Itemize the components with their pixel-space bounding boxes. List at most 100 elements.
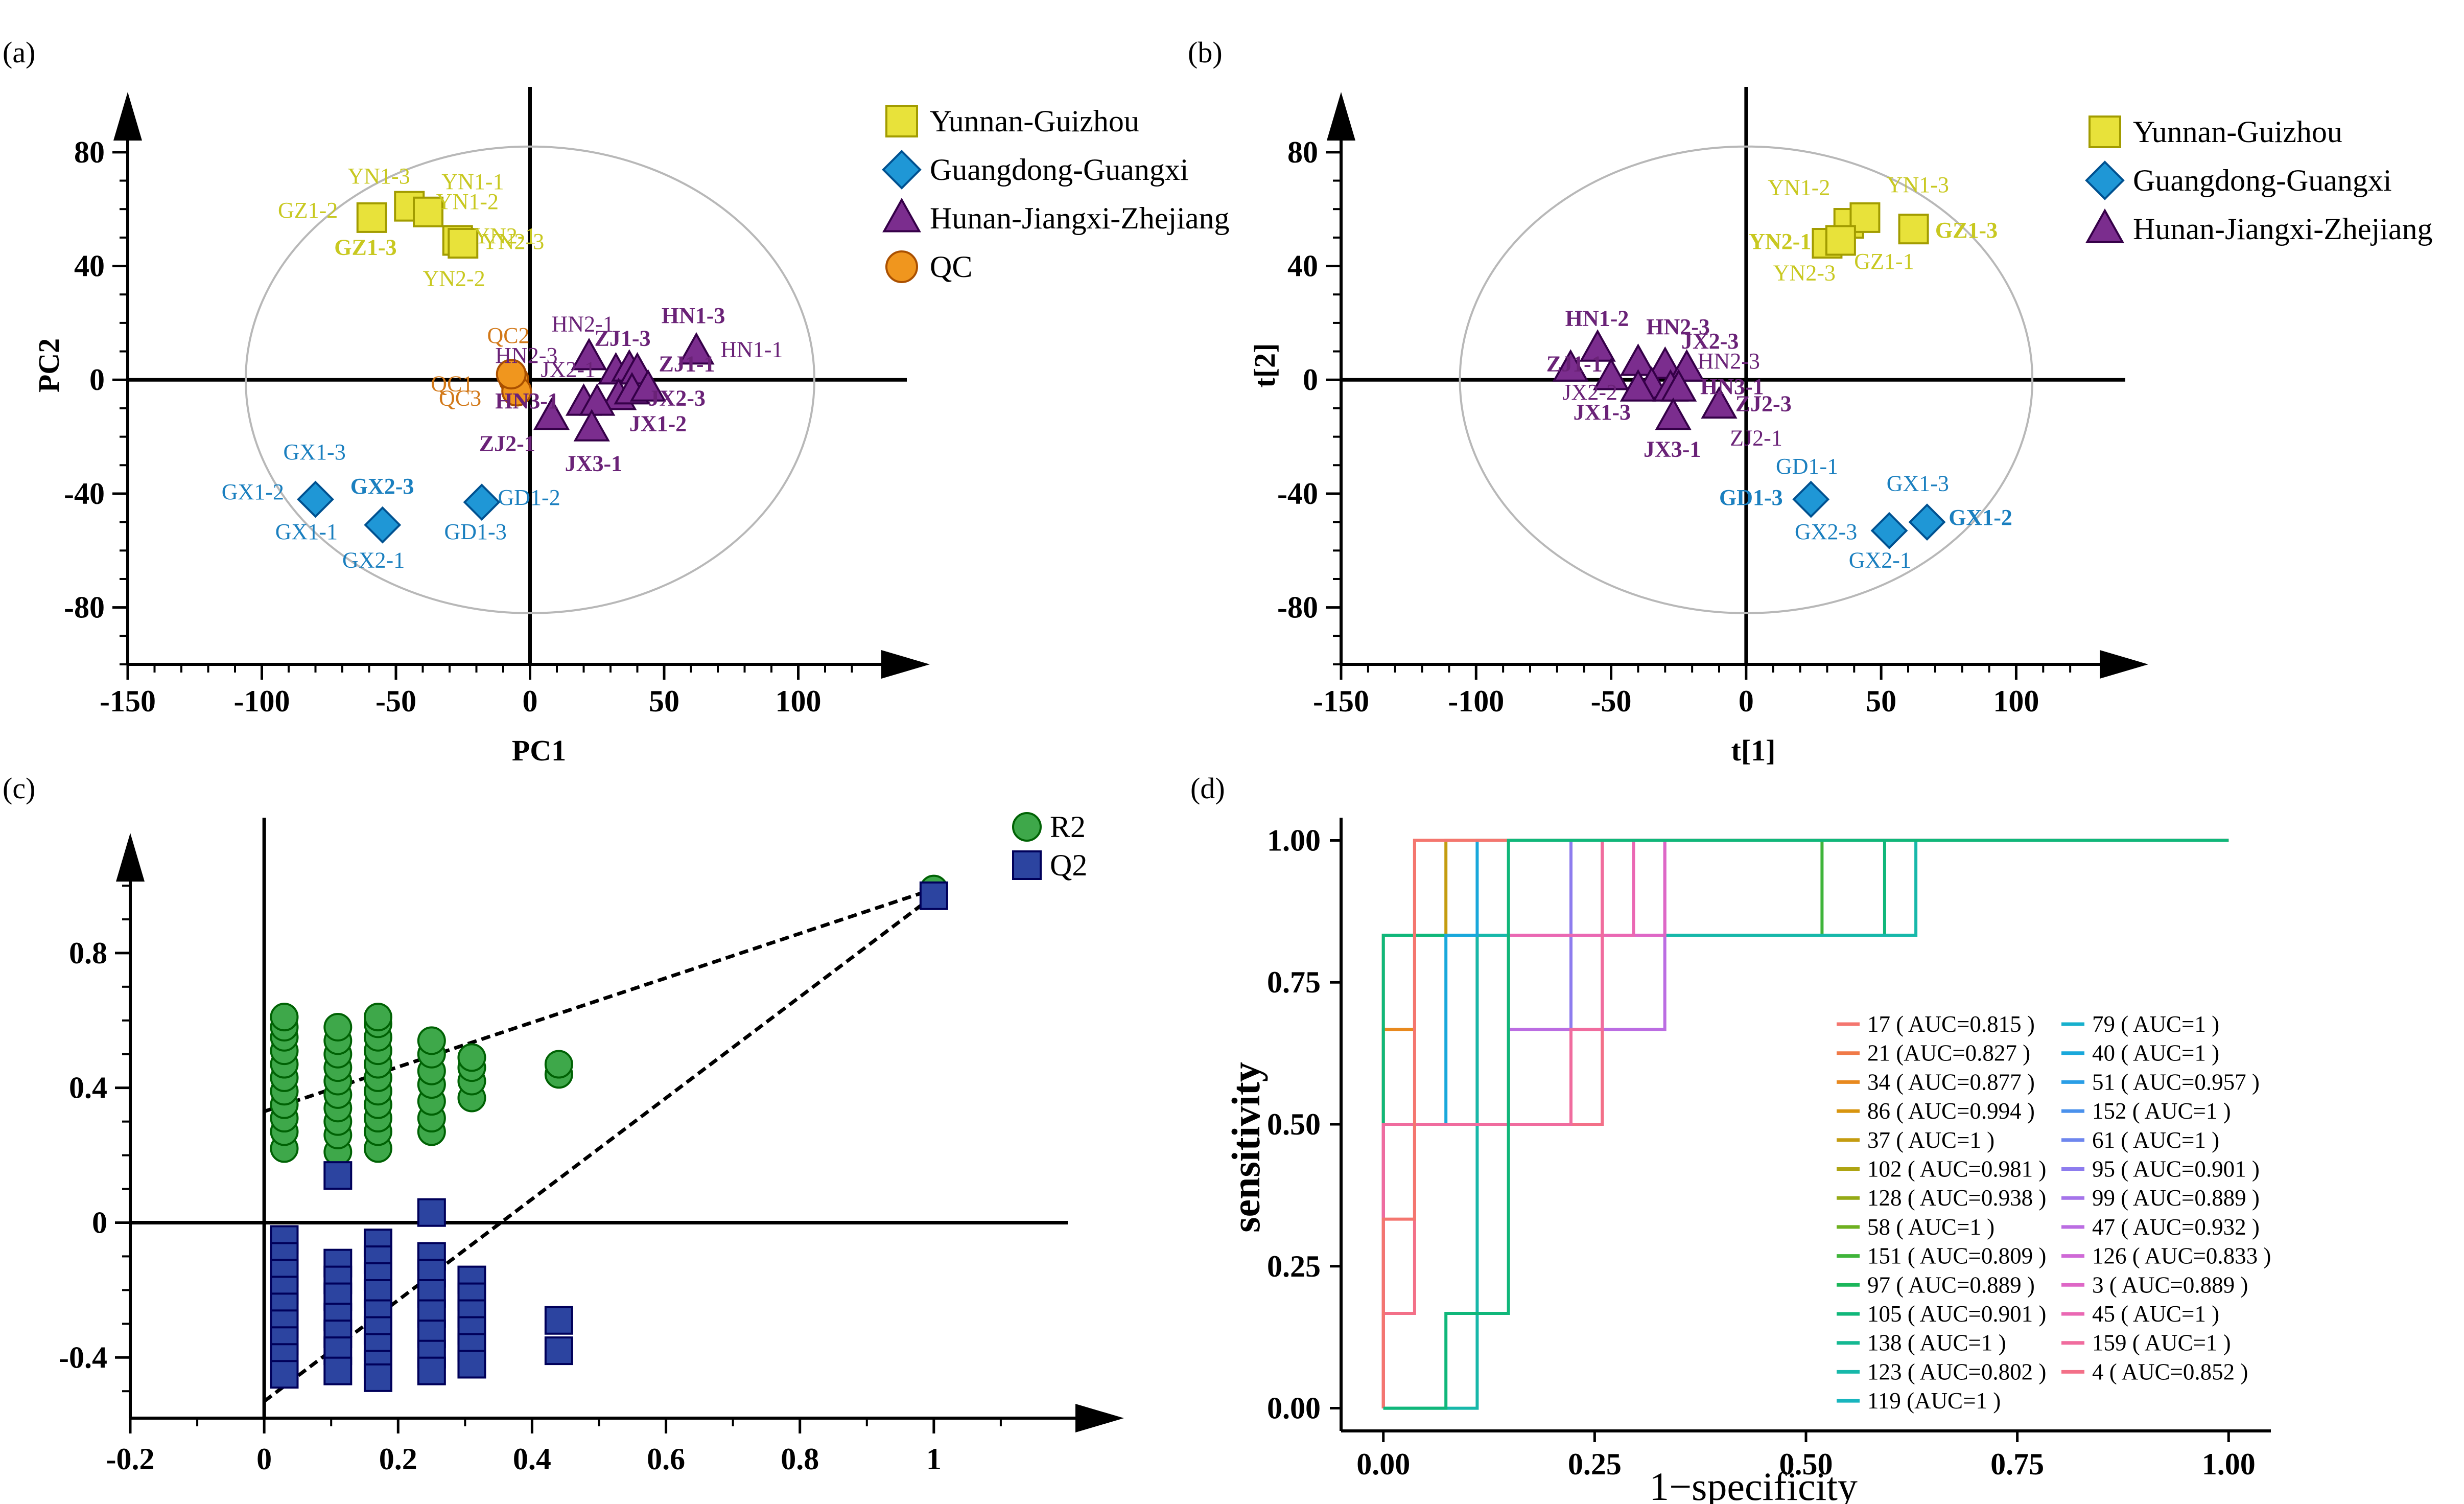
- point-label: HN1-2: [1565, 306, 1629, 331]
- x-tick-label: -50: [1591, 684, 1632, 718]
- x-tick-label: 50: [649, 684, 679, 718]
- point-square: [1898, 214, 1929, 245]
- point-diamond: [364, 506, 402, 544]
- point-triangle: [1655, 397, 1692, 430]
- y-tick-label: 0.8: [69, 936, 107, 970]
- point-circle: [496, 359, 527, 390]
- legend-marker: [882, 150, 922, 190]
- x-tick-label: 1: [926, 1442, 942, 1476]
- legend-label: 3 ( AUC=0.889 ): [2092, 1272, 2248, 1298]
- panel-b-plot-area: -150 -100 -50 0 50 100 80 40 0 -40 -80 YN1-2 YN1-3 GZ…: [1277, 87, 2148, 718]
- hotelling-ellipse: [245, 145, 815, 614]
- legend-label: 105 ( AUC=0.901 ): [1867, 1301, 2046, 1327]
- point-q2: [417, 1198, 446, 1227]
- point-triangle: [573, 409, 610, 442]
- y-tick-label: 0.4: [69, 1071, 107, 1105]
- legend-label: 99 ( AUC=0.889 ): [2092, 1185, 2260, 1211]
- point-label: HN3-1: [495, 388, 559, 413]
- panel-b-ylabel: t[2]: [1248, 343, 1281, 388]
- legend-label: 97 ( AUC=0.889 ): [1867, 1272, 2035, 1298]
- x-tick-label: 50: [1866, 684, 1896, 718]
- point-square: [448, 228, 479, 259]
- point-label: JX2-3: [648, 385, 706, 410]
- legend-label: 51 ( AUC=0.957 ): [2092, 1069, 2260, 1095]
- legend-label: 37 ( AUC=1 ): [1867, 1127, 1994, 1153]
- panel-b-label: (b): [1188, 36, 1223, 69]
- y-axis-arrowhead: [116, 833, 145, 882]
- legend-label: 4 ( AUC=0.852 ): [2092, 1359, 2248, 1384]
- point-label: JX3-1: [1644, 437, 1701, 462]
- legend-label: Yunnan-Guizhou: [2133, 115, 2342, 149]
- legend-label: 119 (AUC=1 ): [1867, 1388, 2001, 1414]
- point-label: ZJ1-3: [595, 326, 651, 351]
- point-label: GZ1-3: [1935, 218, 1998, 243]
- legend-label: 151 ( AUC=0.809 ): [1867, 1243, 2046, 1269]
- point-label: HN2-1: [552, 312, 614, 337]
- y-tick-label: 0: [1303, 363, 1318, 397]
- point-label: YN1-2: [1768, 175, 1830, 200]
- point-label: HN3-1: [1700, 374, 1764, 399]
- legend-label: 21 (AUC=0.827 ): [1867, 1040, 2030, 1066]
- point-label: GX2-1: [1849, 548, 1911, 573]
- x-tick-label: 0.50: [1779, 1447, 1833, 1481]
- point-label: YN1-1: [441, 169, 504, 194]
- point-label: QC1: [431, 372, 473, 397]
- legend-label: Hunan-Jiangxi-Zhejiang: [2133, 212, 2433, 246]
- point-label: GX1-3: [1887, 471, 1949, 496]
- panel-d-plot-area: 0.00 0.25 0.50 0.75 1.00 1.00 0.75 0.50 0.25 0.00: [1267, 818, 2271, 1481]
- legend-label: 40 ( AUC=1 ): [2092, 1040, 2219, 1066]
- panel-a-label: (a): [3, 36, 35, 69]
- point-triangle: [1701, 386, 1738, 419]
- legend-label: 123 ( AUC=0.802 ): [1867, 1359, 2046, 1384]
- y-tick-label: 0: [89, 363, 105, 397]
- point-r2: [457, 1043, 486, 1072]
- legend-label: 159 ( AUC=1 ): [2092, 1330, 2231, 1356]
- panel-c-label: (c): [3, 772, 35, 805]
- point-label: GD1-1: [1776, 454, 1838, 479]
- point-triangle: [1579, 329, 1616, 362]
- point-triangle: [1660, 369, 1697, 402]
- legend-label: Hunan-Jiangxi-Zhejiang: [930, 201, 1230, 235]
- y-tick-label: 40: [74, 249, 105, 283]
- legend-marker: [2088, 115, 2121, 148]
- point-q2: [544, 1306, 573, 1335]
- point-label: JX3-1: [565, 451, 622, 476]
- legend-marker: [882, 197, 921, 233]
- point-r2: [363, 1003, 392, 1032]
- point-label: HN2-3: [1698, 349, 1760, 374]
- legend-label: 86 ( AUC=0.994 ): [1867, 1098, 2035, 1124]
- legend-marker: [885, 250, 918, 283]
- point-triangle: [571, 338, 607, 371]
- point-label: GZ1-3: [334, 235, 396, 260]
- x-tick-label: 0.25: [1568, 1447, 1622, 1481]
- point-q2: [323, 1356, 353, 1385]
- hotelling-ellipse: [1459, 145, 2034, 614]
- legend-label: R2: [1050, 810, 1086, 844]
- y-tick-label: 0.25: [1267, 1250, 1321, 1283]
- x-tick-label: 100: [1993, 684, 2039, 718]
- x-tick-label: 0.4: [513, 1442, 551, 1476]
- y-tick-label: -40: [64, 477, 105, 511]
- point-label: GX2-3: [1795, 519, 1857, 544]
- point-label: GX2-1: [342, 548, 405, 573]
- legend-marker: [1012, 812, 1042, 842]
- point-label: JX1-3: [1574, 400, 1631, 425]
- legend-label: 79 ( AUC=1 ): [2092, 1011, 2219, 1037]
- x-tick-label: 0: [1739, 684, 1754, 718]
- legend-label: 95 ( AUC=0.901 ): [2092, 1156, 2260, 1182]
- point-square: [356, 202, 387, 233]
- x-axis-arrowhead: [2100, 650, 2148, 679]
- point-q2: [323, 1161, 353, 1190]
- y-tick-label: 80: [1287, 135, 1318, 169]
- point-label: GD1-2: [498, 485, 560, 510]
- panel-a-xlabel: PC1: [512, 734, 566, 767]
- legend-label: 126 ( AUC=0.833 ): [2092, 1243, 2271, 1269]
- x-tick-label: -100: [234, 684, 290, 718]
- point-label: YN2-1: [1749, 229, 1811, 254]
- point-label: YN1-2: [436, 189, 499, 214]
- x-tick-label: 100: [776, 684, 822, 718]
